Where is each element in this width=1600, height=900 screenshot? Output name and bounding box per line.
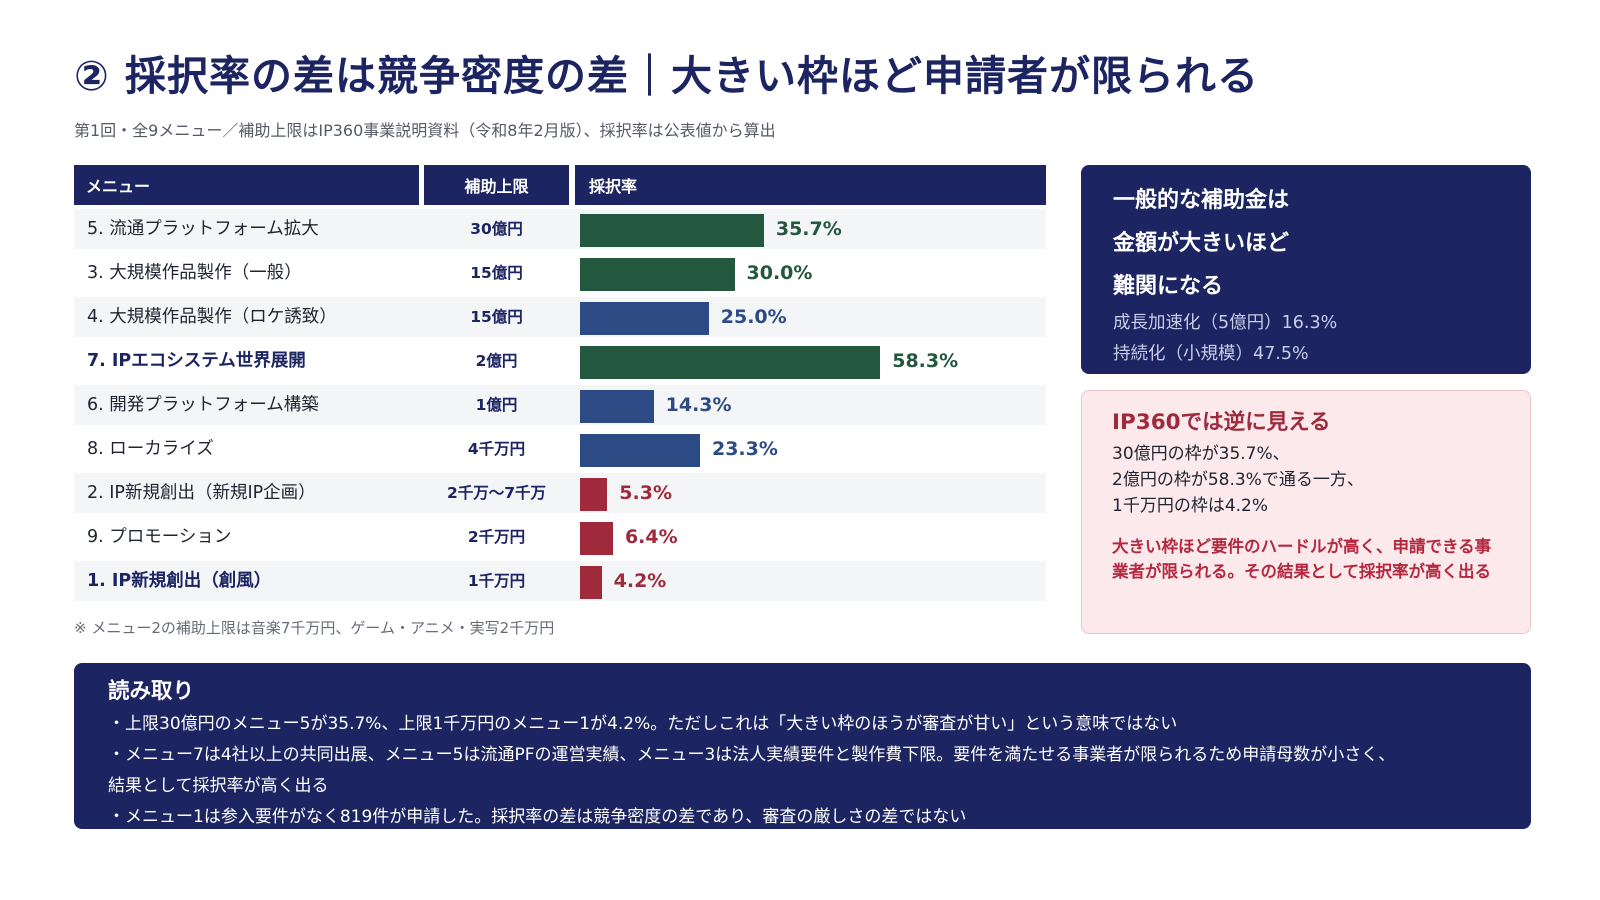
row-limit-label: 2千万円 [467,528,526,546]
reading-line: ・メニュー1は参入要件がなく819件が申請した。採択率の差は競争密度の差であり、… [108,807,967,827]
row-menu-label: 6. 開発プラットフォーム構築 [87,395,319,415]
rate-bar [580,522,613,555]
reading-line: ・メニュー7は4社以上の共同出展、メニュー5は流通PFの運営実績、メニュー3は法… [108,745,1396,765]
chart-row: 4. 大規模作品製作（ロケ誘致） 15億円 25.0% [74,297,1046,337]
rate-bar [580,478,608,511]
chart-row: 3. 大規模作品製作（一般） 15億円 30.0% [74,253,1046,293]
row-menu-label: 3. 大規模作品製作（一般） [87,263,302,283]
rate-value-label: 35.7% [775,218,842,240]
reading-panel: 読み取り ・上限30億円のメニュー5が35.7%、上限1千万円のメニュー1が4.… [74,663,1531,829]
rate-bar [580,214,764,247]
rate-bar [580,302,709,335]
general-card-line: 金額が大きいほど [1113,231,1290,256]
general-card-stat: 成長加速化（5億円）16.3% [1113,313,1338,333]
chart-row: 2. IP新規創出（新規IP企画） 2千万〜7千万 5.3% [74,473,1046,513]
rate-bar [580,566,602,599]
row-menu-label: 8. ローカライズ [87,439,214,459]
page-subtitle: 第1回・全9メニュー／補助上限はIP360事業説明資料（令和8年2月版）、採択率… [74,121,776,140]
ip360-card: IP360では逆に見える 30億円の枠が35.7%、 2億円の枠が58.3%で通… [1081,390,1531,634]
ip360-card-emphasis: 大きい枠ほど要件のハードルが高く、申請できる事業者が限られる。その結果として採択… [1112,537,1492,581]
page-title: ② 採択率の差は競争密度の差｜大きい枠ほど申請者が限られる [74,52,1259,100]
chart-row: 5. 流通プラットフォーム拡大 30億円 35.7% [74,209,1046,249]
reading-line: 結果として採択率が高く出る [108,776,329,796]
column-header-limit: 補助上限 [424,165,569,205]
rate-value-label: 14.3% [665,394,732,416]
footnote: ※ メニュー2の補助上限は音楽7千万円、ゲーム・アニメ・実写2千万円 [74,619,555,637]
row-limit-label: 30億円 [470,220,523,238]
chart-row: 8. ローカライズ 4千万円 23.3% [74,429,1046,469]
general-card-line: 一般的な補助金は [1113,188,1290,213]
ip360-card-line: 30億円の枠が35.7%、 [1112,444,1290,464]
row-limit-label: 4千万円 [467,440,526,458]
chart-row: 6. 開発プラットフォーム構築 1億円 14.3% [74,385,1046,425]
ip360-card-line: 2億円の枠が58.3%で通る一方、 [1112,470,1364,490]
reading-line: ・上限30億円のメニュー5が35.7%、上限1千万円のメニュー1が4.2%。ただ… [108,714,1178,734]
row-limit-label: 15億円 [470,308,523,326]
general-card-stat: 持続化（小規模）47.5% [1113,344,1309,364]
row-menu-label: 5. 流通プラットフォーム拡大 [87,219,319,239]
ip360-card-line: 1千万円の枠は4.2% [1112,496,1269,516]
chart-row: 7. IPエコシステム世界展開 2億円 58.3% [74,341,1046,381]
column-header-rate: 採択率 [575,165,1046,205]
general-subsidy-card: 一般的な補助金は 金額が大きいほど 難関になる 成長加速化（5億円）16.3% … [1081,165,1531,374]
row-limit-label: 15億円 [470,264,523,282]
chart-row: 9. プロモーション 2千万円 6.4% [74,517,1046,557]
rate-value-label: 30.0% [746,262,813,284]
row-menu-label: 2. IP新規創出（新規IP企画） [87,483,316,503]
rate-bar [580,390,654,423]
rate-value-label: 23.3% [711,438,778,460]
rate-value-label: 5.3% [619,482,672,504]
row-menu-label: 7. IPエコシステム世界展開 [87,351,306,371]
rate-bar [580,346,881,379]
row-menu-label: 9. プロモーション [87,527,232,547]
ip360-card-heading: IP360では逆に見える [1112,410,1331,435]
row-menu-label: 1. IP新規創出（創風） [87,571,272,591]
rate-value-label: 6.4% [624,526,678,548]
row-limit-label: 2千万〜7千万 [446,484,547,502]
chart-row: 1. IP新規創出（創風） 1千万円 4.2% [74,561,1046,601]
rate-bar [580,434,700,467]
row-limit-label: 1億円 [475,396,518,414]
rate-value-label: 4.2% [613,570,667,592]
rate-bar [580,258,735,291]
rate-value-label: 25.0% [720,306,787,328]
row-limit-label: 1千万円 [467,572,526,590]
row-limit-label: 2億円 [475,352,518,370]
reading-heading: 読み取り [108,679,195,704]
adoption-rate-chart: 5. 流通プラットフォーム拡大 30億円 35.7% 3. 大規模作品製作（一般） 15… [74,209,1046,605]
rate-value-label: 58.3% [892,350,959,372]
column-header-menu: メニュー [74,165,419,205]
row-menu-label: 4. 大規模作品製作（ロケ誘致） [87,307,337,327]
general-card-line: 難関になる [1113,274,1224,299]
